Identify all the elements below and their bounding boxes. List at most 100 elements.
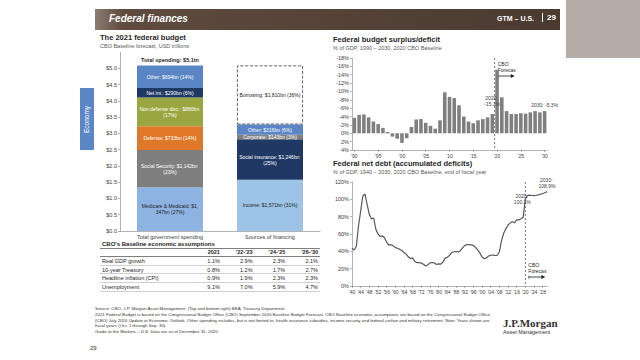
- svg-text:Defense: $733bn (14%): Defense: $733bn (14%): [144, 135, 197, 141]
- svg-text:'12: '12: [505, 289, 512, 295]
- svg-text:'16: '16: [513, 289, 520, 295]
- svg-text:$4.0: $4.0: [106, 98, 117, 104]
- svg-text:$5.0: $5.0: [106, 65, 117, 71]
- svg-text:(25%): (25%): [263, 160, 277, 166]
- svg-text:4%: 4%: [341, 147, 349, 153]
- svg-text:Other: $316bn (6%): Other: $316bn (6%): [248, 127, 292, 133]
- svg-text:40%: 40%: [338, 248, 349, 254]
- svg-text:Social insurance: $1,246bn: Social insurance: $1,246bn: [239, 153, 301, 160]
- svg-text:100.1%: 100.1%: [514, 199, 532, 205]
- svg-text:Income: $1,571bn (31%): Income: $1,571bn (31%): [243, 202, 298, 208]
- svg-text:'76: '76: [427, 289, 434, 295]
- html-text:J.P.Morgan: J.P.Morgan: [503, 317, 558, 329]
- svg-text:% of GDP, 1940 – 2030, 2020 CB: % of GDP, 1940 – 2030, 2020 CBO Baseline…: [333, 169, 487, 175]
- svg-text:'90: '90: [351, 152, 358, 159]
- svg-text:2030: -5.3%: 2030: -5.3%: [531, 102, 559, 108]
- svg-text:Net int.: $290bn (6%): Net int.: $290bn (6%): [146, 90, 194, 96]
- svg-text:'00: '00: [479, 289, 486, 295]
- svg-text:-2%: -2%: [339, 122, 349, 128]
- html-text:GTM – U.S.: GTM – U.S.: [497, 15, 534, 22]
- svg-text:'48: '48: [366, 289, 373, 295]
- svg-text:'15: '15: [470, 152, 477, 159]
- svg-text:'28: '28: [539, 289, 546, 295]
- svg-text:'64: '64: [401, 289, 408, 295]
- svg-text:'52: '52: [375, 289, 382, 295]
- svg-text:'08: '08: [496, 289, 503, 295]
- svg-text:'68: '68: [409, 289, 416, 295]
- svg-text:CBO Baseline forecast, USD tri: CBO Baseline forecast, USD trillions: [100, 43, 189, 49]
- svg-text:2020:: 2020:: [515, 193, 530, 200]
- svg-text:-18%: -18%: [336, 55, 349, 61]
- svg-text:'95: '95: [374, 152, 382, 159]
- svg-text:Borrowing: $1,810bn (36%): Borrowing: $1,810bn (36%): [240, 92, 301, 98]
- svg-text:'92: '92: [461, 289, 468, 295]
- html-text:Federal finances: Federal finances: [109, 13, 188, 24]
- svg-text:$3.0: $3.0: [106, 130, 117, 136]
- svg-text:'96: '96: [470, 289, 477, 295]
- svg-text:'04: '04: [487, 289, 494, 295]
- svg-text:-8%: -8%: [339, 97, 349, 103]
- svg-text:'20: '20: [522, 289, 529, 295]
- svg-text:Non-defense disc.: $880bn: Non-defense disc.: $880bn: [139, 105, 201, 112]
- svg-text:'05: '05: [422, 152, 429, 159]
- svg-text:-12%: -12%: [336, 80, 349, 86]
- svg-text:100%: 100%: [335, 196, 349, 202]
- svg-text:'24: '24: [531, 289, 538, 295]
- svg-text:Medicare & Medicaid: $1,: Medicare & Medicaid: $1,: [141, 203, 199, 210]
- svg-text:'72: '72: [418, 289, 425, 295]
- svg-text:Corporate: $143bn (3%): Corporate: $143bn (3%): [243, 134, 297, 140]
- svg-text:$4.5: $4.5: [106, 82, 117, 88]
- svg-text:The 2021 federal budget: The 2021 federal budget: [100, 33, 186, 42]
- svg-text:'88: '88: [453, 289, 460, 295]
- html-text:Economy: Economy: [83, 105, 90, 133]
- svg-text:'84: '84: [444, 289, 451, 295]
- svg-text:$0.5: $0.5: [106, 212, 117, 218]
- html-text:2021: 2021: [207, 249, 220, 256]
- svg-text:$1.0: $1.0: [106, 195, 117, 201]
- svg-text:Forecas: Forecas: [498, 67, 517, 73]
- svg-text:'60: '60: [392, 289, 399, 295]
- svg-text:Forecas: Forecas: [528, 268, 547, 274]
- svg-text:-15.2%: -15.2%: [484, 101, 500, 107]
- html-text:CBO's Baseline economic assump: CBO's Baseline economic assumptions: [102, 240, 215, 247]
- svg-text:'80: '80: [435, 289, 442, 295]
- svg-text:Other: $694bn (14%): Other: $694bn (14%): [147, 74, 194, 80]
- svg-text:'20: '20: [494, 153, 501, 159]
- svg-text:-14%: -14%: [336, 72, 349, 78]
- svg-text:$2.0: $2.0: [106, 163, 117, 169]
- svg-text:'44: '44: [357, 289, 364, 295]
- svg-text:'00: '00: [398, 152, 406, 159]
- svg-text:347bn (27%): 347bn (27%): [156, 209, 185, 215]
- svg-text:'40: '40: [349, 289, 356, 295]
- svg-text:2%: 2%: [341, 139, 349, 145]
- svg-text:Total spending: $5.1tn: Total spending: $5.1tn: [141, 57, 200, 63]
- svg-text:(23%): (23%): [163, 169, 177, 175]
- svg-text:% of GDP, 1990 – 2030, 2020 CB: % of GDP, 1990 – 2030, 2020 CBO Baseline: [333, 45, 442, 51]
- svg-text:-4%: -4%: [339, 114, 349, 120]
- svg-text:108.9%: 108.9%: [539, 183, 557, 189]
- html-text:29: 29: [547, 13, 556, 22]
- svg-text:'25: '25: [518, 153, 525, 159]
- svg-text:$2.5: $2.5: [106, 147, 117, 153]
- svg-text:2020:: 2020:: [485, 95, 500, 102]
- svg-text:Social Security: $1,142bn: Social Security: $1,142bn: [141, 162, 199, 169]
- svg-text:-6%: -6%: [339, 105, 349, 111]
- svg-text:-16%: -16%: [336, 63, 349, 69]
- svg-text:20%: 20%: [338, 266, 349, 272]
- svg-text:120%: 120%: [335, 179, 349, 185]
- svg-text:'10: '10: [446, 152, 453, 159]
- svg-text:60%: 60%: [338, 231, 349, 237]
- svg-text:$3.5: $3.5: [106, 114, 117, 120]
- svg-text:Federal budget surplus/deficit: Federal budget surplus/deficit: [333, 35, 441, 44]
- html-text:2021 Federal Budget is based o: 2021 Federal Budget is based on the Cong…: [95, 312, 490, 328]
- svg-text:'56: '56: [383, 289, 390, 295]
- svg-text:$0.0: $0.0: [106, 228, 117, 234]
- svg-text:$1.5: $1.5: [106, 179, 117, 185]
- svg-text:2030:: 2030:: [540, 176, 554, 183]
- svg-text:Federal net debt (accumulated: Federal net debt (accumulated deficits): [333, 159, 473, 168]
- svg-text:80%: 80%: [338, 214, 349, 220]
- svg-text:-10%: -10%: [336, 88, 349, 94]
- svg-text:'30: '30: [541, 153, 548, 159]
- svg-text:0%: 0%: [341, 130, 349, 136]
- svg-text:(17%): (17%): [163, 112, 177, 118]
